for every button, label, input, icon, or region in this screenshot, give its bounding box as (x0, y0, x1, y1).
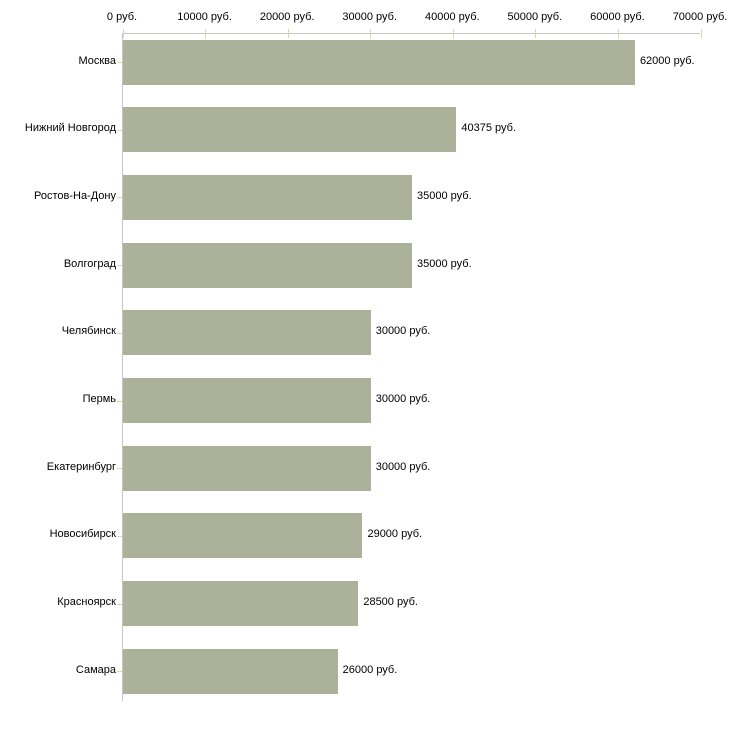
category-label: Екатеринбург (46, 460, 116, 473)
y-axis-tick-mark (117, 62, 122, 63)
x-axis-tick-mark (287, 29, 289, 38)
bar[interactable] (123, 648, 338, 694)
value-label: 29000 руб. (367, 528, 423, 541)
category-label: Ростов-На-Дону (33, 189, 116, 202)
bar[interactable] (123, 581, 359, 627)
bar[interactable] (123, 242, 412, 288)
plot-area (117, 29, 702, 701)
y-axis-tick-mark (117, 671, 122, 673)
y-axis-tick-mark (117, 603, 122, 605)
bar[interactable] (123, 445, 371, 491)
category-label: Москва (78, 54, 116, 67)
value-label: 30000 руб. (375, 325, 431, 338)
category-label: Волгоград (63, 257, 116, 270)
y-axis-tick-mark (117, 265, 122, 267)
x-axis-tick-label: 70000 руб. (672, 11, 728, 23)
x-axis-tick-label: 10000 руб. (177, 11, 232, 23)
category-label: Самара (75, 663, 116, 676)
category-label: Красноярск (57, 596, 116, 609)
x-axis-tick-label: 60000 руб. (590, 11, 645, 23)
x-axis-tick-label: 50000 руб. (507, 11, 563, 23)
value-label: 35000 руб. (417, 257, 472, 270)
y-axis-tick-mark (117, 468, 122, 470)
x-axis-tick-mark (205, 29, 207, 38)
bar[interactable] (123, 107, 457, 153)
x-axis-tick-mark (122, 29, 124, 38)
x-axis-tick-label: 0 руб. (106, 11, 138, 23)
category-label: Пермь (82, 393, 116, 405)
bar[interactable] (123, 174, 412, 220)
value-label: 40375 руб. (461, 122, 516, 135)
y-axis-tick-mark (117, 332, 122, 334)
value-label: 62000 руб. (639, 54, 695, 67)
x-axis-tick-mark (617, 29, 619, 38)
y-axis-tick-mark (117, 400, 122, 402)
x-axis-tick-label: 30000 руб. (342, 11, 398, 23)
category-label: Челябинск (61, 325, 116, 338)
y-axis-tick-mark (117, 535, 122, 537)
bar[interactable] (123, 378, 371, 423)
category-label: Новосибирск (49, 528, 116, 541)
x-axis-tick-mark (370, 29, 372, 38)
value-label: 35000 руб. (417, 189, 472, 202)
bar[interactable] (123, 310, 371, 356)
bar[interactable] (123, 39, 635, 85)
y-axis-tick-mark (117, 197, 122, 199)
value-label: 28500 руб. (363, 596, 418, 609)
x-axis-tick-label: 20000 руб. (259, 11, 315, 23)
y-axis-tick-mark (117, 129, 122, 131)
category-label: Нижний Новгород (24, 122, 116, 135)
value-label: 30000 руб. (375, 460, 431, 473)
x-axis-tick-label: 40000 руб. (424, 11, 480, 23)
value-label: 26000 руб. (342, 663, 398, 676)
value-label: 30000 руб. (375, 393, 431, 405)
x-axis-tick-mark (700, 29, 702, 38)
x-axis-tick-mark (535, 29, 537, 38)
x-axis-tick-mark (452, 29, 454, 38)
bar[interactable] (123, 513, 363, 559)
